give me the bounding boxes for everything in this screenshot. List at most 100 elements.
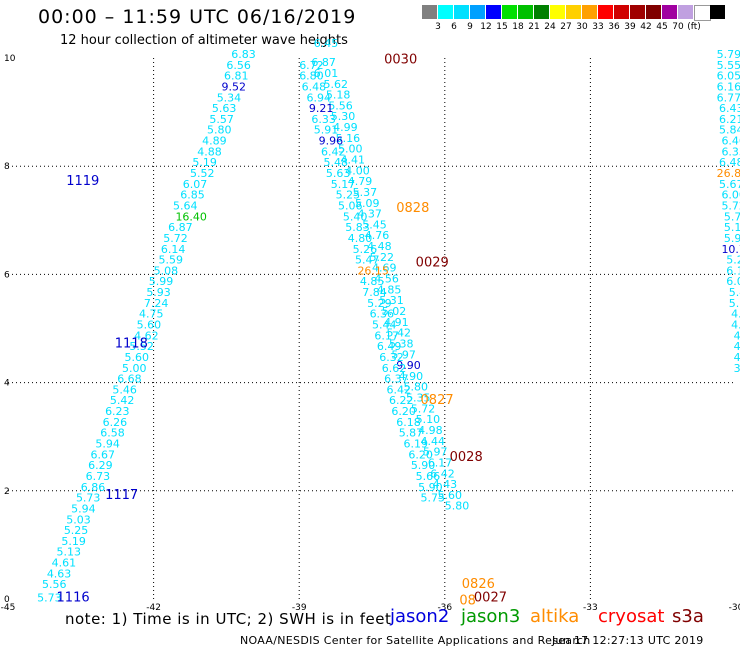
wave-height-value: 6.33 xyxy=(311,113,336,126)
y-tick-label: 6 xyxy=(4,270,10,280)
wave-height-value: 5.99 xyxy=(149,275,174,288)
wave-height-value: 5.19 xyxy=(61,535,86,548)
wave-height-value: 5.00 xyxy=(338,143,363,156)
wave-height-value: 6.42 xyxy=(387,383,412,396)
wave-height-value: 5.25 xyxy=(336,189,361,202)
wave-height-value: 4.56 xyxy=(374,273,399,286)
wave-height-value: 5.83 xyxy=(345,221,370,234)
wave-height-value: 5.30 xyxy=(331,110,356,123)
x-tick-label: -33 xyxy=(583,603,598,613)
wave-height-value: 5.80 xyxy=(445,500,470,513)
colorbar-swatch xyxy=(614,5,629,19)
wave-height-value: 5.37 xyxy=(353,186,378,199)
wave-height-value: 4.41 xyxy=(340,153,365,166)
legend-s3a: s3a xyxy=(672,606,704,627)
wave-height-value: 5.42 xyxy=(387,327,412,340)
colorbar-swatch xyxy=(582,5,597,19)
wave-height-value: 5.60 xyxy=(438,489,463,502)
pass-time-label: 08 xyxy=(459,593,476,608)
wave-height-value: 5.2 xyxy=(726,254,740,267)
wave-height-value: 5.52 xyxy=(190,167,215,180)
wave-height-value: 6.80 xyxy=(299,70,324,83)
wave-height-value: 5.90 xyxy=(418,481,443,494)
wave-height-value: 5.26 xyxy=(353,243,378,256)
colorbar-label: 70 xyxy=(672,22,684,32)
wave-height-value: 5.72 xyxy=(411,402,436,415)
wave-height-value: 6.46 xyxy=(721,135,740,148)
colorbar-swatch xyxy=(454,5,469,19)
wave-height-value: 6.85 xyxy=(180,189,205,202)
wave-height-value: 4.3 xyxy=(734,329,740,342)
wave-height-value: 6.48 xyxy=(302,80,327,93)
wave-height-value: 9.52 xyxy=(222,80,247,93)
wave-height-value: 4.89 xyxy=(202,135,227,148)
wave-height-value: 5.94 xyxy=(71,502,96,515)
colorbar-swatch xyxy=(438,5,453,19)
wave-height-value: 9.96 xyxy=(319,135,344,148)
colorbar-swatch xyxy=(550,5,565,19)
wave-height-value: 6.83 xyxy=(231,48,256,61)
wave-height-value: 5.03 xyxy=(66,513,91,526)
wave-height-value: 5.46 xyxy=(112,383,137,396)
wave-height-value: 5.4 xyxy=(729,286,740,299)
colorbar-label: 36 xyxy=(608,22,620,32)
wave-height-value: 6.1 xyxy=(726,264,740,277)
wave-height-value: 4.1 xyxy=(734,340,740,353)
wave-height-value: 5.67 xyxy=(719,178,740,191)
wave-height-value: 6.77 xyxy=(717,91,740,104)
wave-height-value: 5.97 xyxy=(423,446,448,459)
wave-height-value: 4.0 xyxy=(734,351,740,364)
wave-height-value: 4.85 xyxy=(377,283,402,296)
colorbar-swatch xyxy=(598,5,613,19)
wave-height-value: 5.60 xyxy=(137,319,162,332)
wave-height-value: 5.73 xyxy=(76,492,101,505)
wave-height-value: 4.8 xyxy=(731,319,740,332)
colorbar-swatch xyxy=(470,5,485,19)
wave-height-value: 5.57 xyxy=(209,113,234,126)
wave-height-value: 5.18 xyxy=(326,89,351,102)
wave-height-value: 5.08 xyxy=(154,264,179,277)
wave-height-value: 6.21 xyxy=(719,113,740,126)
wave-height-value: 5.64 xyxy=(173,199,198,212)
pass-time-label: 0030 xyxy=(384,52,417,67)
generated-timestamp: Jun 17 12:27:13 UTC 2019 xyxy=(552,634,704,647)
pass-time-label: 0029 xyxy=(416,255,449,270)
wave-height-value: 5.38 xyxy=(389,337,414,350)
wave-height-value: 4.80 xyxy=(348,232,373,245)
wave-height-value: 6.72 xyxy=(299,59,324,72)
wave-height-value: 4.69 xyxy=(372,262,397,275)
wave-height-value: 5.94 xyxy=(95,438,120,451)
wave-height-value: 4.85 xyxy=(360,275,385,288)
wave-height-value: 26.82 xyxy=(717,167,740,180)
y-tick-label: 8 xyxy=(4,162,10,172)
colorbar-label: 24 xyxy=(544,22,556,32)
wave-height-value: 5.31 xyxy=(379,294,404,307)
wave-height-value: 4.48 xyxy=(367,240,392,253)
colorbar-label: 9 xyxy=(467,22,473,32)
colorbar-swatch xyxy=(710,5,725,19)
wave-height-value: 5.06 xyxy=(338,199,363,212)
colorbar-swatch xyxy=(566,5,581,19)
wave-height-value: 5.35 xyxy=(406,392,431,405)
wave-height-value: 9.90 xyxy=(396,359,421,372)
wave-height-value: 6.42 xyxy=(430,467,455,480)
grid-lines xyxy=(8,58,736,599)
wave-height-value: 5.48 xyxy=(323,156,348,169)
colorbar-swatch xyxy=(646,5,661,19)
x-tick-label: -45 xyxy=(1,603,16,613)
wave-height-value: 6.33 xyxy=(721,145,740,158)
wave-height-value: 5.80 xyxy=(404,381,429,394)
wave-height-value: 6.56 xyxy=(226,59,251,72)
wave-height-value: 6.14 xyxy=(161,243,186,256)
wave-height-value: 5.42 xyxy=(110,394,135,407)
wave-height-value: 5.56 xyxy=(42,578,66,591)
wave-height-value: 5.92 xyxy=(724,232,740,245)
colorbar-label: 6 xyxy=(451,22,457,32)
wave-height-value: 5.62 xyxy=(323,78,348,91)
wave-height-value: 6.18 xyxy=(396,416,421,429)
legend-cryosat: cryosat xyxy=(598,606,665,627)
legend-jason3: jason3 xyxy=(461,606,521,627)
colorbar-label: 27 xyxy=(560,22,572,32)
colorbar-label: 18 xyxy=(512,22,524,32)
